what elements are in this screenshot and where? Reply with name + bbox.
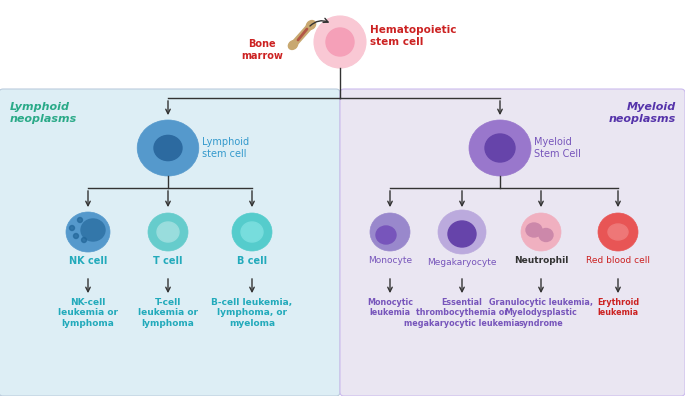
Ellipse shape [137,120,199,176]
Text: Monocytic
leukemia: Monocytic leukemia [367,298,413,318]
Text: NK cell: NK cell [68,256,107,266]
Text: Bone
marrow: Bone marrow [241,39,283,61]
Ellipse shape [232,213,272,251]
Circle shape [326,28,354,56]
Ellipse shape [81,219,105,241]
Text: B-cell leukemia,
lymphoma, or
myeloma: B-cell leukemia, lymphoma, or myeloma [212,298,292,328]
Ellipse shape [148,213,188,251]
Ellipse shape [526,223,542,237]
Text: Myeloid
neoplasms: Myeloid neoplasms [609,102,676,124]
Text: Neutrophil: Neutrophil [514,256,568,265]
Text: Essential
thrombocythemia or
megakaryocytic leukemia: Essential thrombocythemia or megakaryocy… [404,298,520,328]
Circle shape [314,16,366,68]
Ellipse shape [376,226,396,244]
Circle shape [73,234,79,238]
Ellipse shape [66,212,110,252]
Text: Hematopoietic
stem cell: Hematopoietic stem cell [370,25,456,47]
Circle shape [82,238,86,242]
Text: T cell: T cell [153,256,183,266]
Text: B cell: B cell [237,256,267,266]
Ellipse shape [539,228,553,242]
Text: Megakaryocyte: Megakaryocyte [427,258,497,267]
Circle shape [77,217,82,223]
Ellipse shape [521,213,561,251]
Ellipse shape [608,224,628,240]
Ellipse shape [485,134,515,162]
Text: NK-cell
leukemia or
lymphoma: NK-cell leukemia or lymphoma [58,298,118,328]
Ellipse shape [598,213,638,251]
Text: T-cell
leukemia or
lymphoma: T-cell leukemia or lymphoma [138,298,198,328]
Text: Lymphoid
stem cell: Lymphoid stem cell [201,137,249,159]
Ellipse shape [241,222,263,242]
Text: Red blood cell: Red blood cell [586,256,650,265]
Ellipse shape [469,120,531,176]
Text: Monocyte: Monocyte [368,256,412,265]
Ellipse shape [438,210,486,254]
Text: Myeloid
Stem Cell: Myeloid Stem Cell [534,137,581,159]
Ellipse shape [306,21,316,29]
Ellipse shape [157,222,179,242]
Ellipse shape [154,135,182,161]
Ellipse shape [448,221,476,247]
Ellipse shape [370,213,410,251]
Text: Lymphoid
neoplasms: Lymphoid neoplasms [10,102,77,124]
FancyBboxPatch shape [0,89,340,396]
FancyBboxPatch shape [340,89,685,396]
Circle shape [69,225,75,230]
Text: Granulocytic leukemia,
Myelodysplastic
syndrome: Granulocytic leukemia, Myelodysplastic s… [489,298,593,328]
Ellipse shape [288,40,297,50]
Text: Erythroid
leukemia: Erythroid leukemia [597,298,639,318]
